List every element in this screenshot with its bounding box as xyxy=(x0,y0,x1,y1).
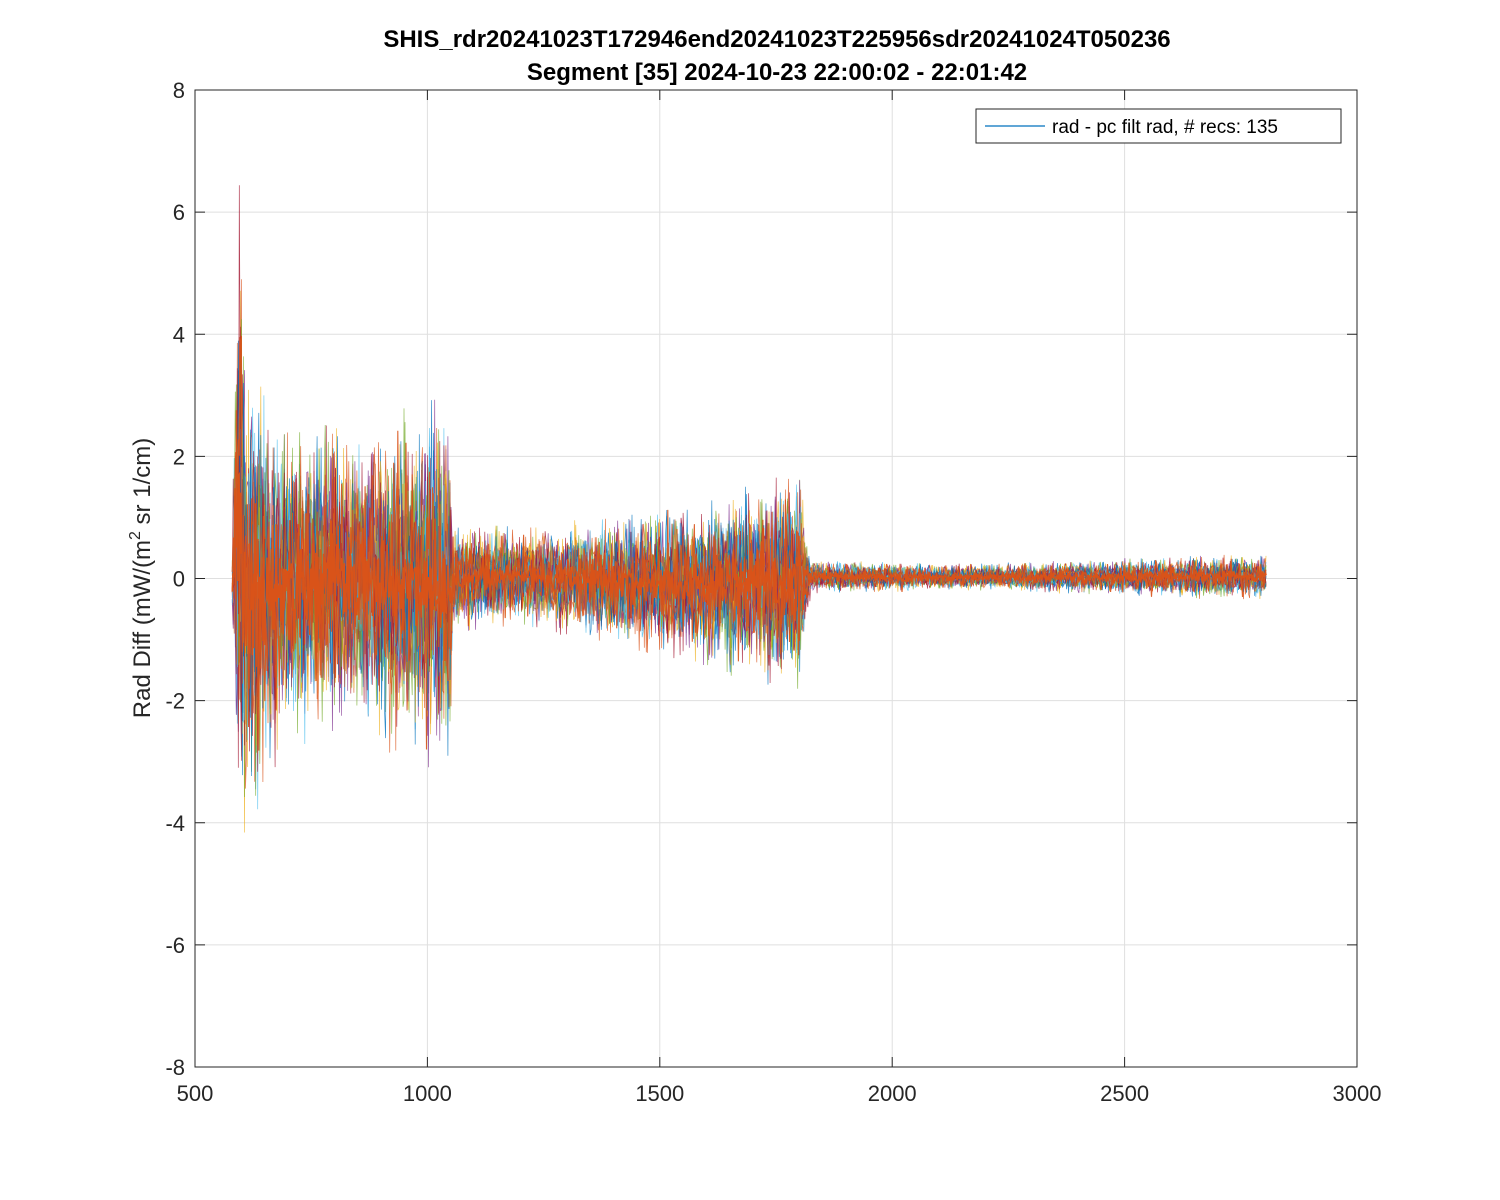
series-group xyxy=(231,185,1267,833)
y-axis-label-superscript: 2 xyxy=(127,531,144,540)
series-line-core xyxy=(231,471,1267,656)
y-tick-label-5: 2 xyxy=(173,444,185,469)
x-tick-label-0: 500 xyxy=(177,1081,214,1106)
x-tick-label-5: 3000 xyxy=(1333,1081,1382,1106)
y-tick-label-8: 8 xyxy=(173,78,185,103)
y-tick-label-7: 6 xyxy=(173,200,185,225)
y-axis-label-tail: sr 1/cm) xyxy=(129,438,156,531)
y-tick-label-3: -2 xyxy=(165,689,185,714)
y-tick-label-2: -4 xyxy=(165,811,185,836)
x-tick-labels: 500 1000 1500 2000 2500 3000 xyxy=(177,1081,1382,1106)
y-axis-label: Rad Diff (mW/(m2 sr 1/cm) xyxy=(127,438,156,718)
legend-entry: rad - pc filt rad, # recs: 135 xyxy=(1052,117,1278,138)
legend: rad - pc filt rad, # recs: 135 xyxy=(975,108,1342,144)
y-tick-labels: -8 -6 -4 -2 0 2 4 6 8 xyxy=(165,78,185,1080)
y-axis-label-main: Rad Diff (mW/(m xyxy=(129,540,156,718)
x-tick-label-3: 2000 xyxy=(868,1081,917,1106)
y-tick-label-1: -6 xyxy=(165,933,185,958)
series-line-21 xyxy=(231,185,1267,772)
x-tick-label-2: 1500 xyxy=(635,1081,684,1106)
chart-title: SHIS_rdr20241023T172946end20241023T22595… xyxy=(383,26,1170,53)
y-tick-label-4: 0 xyxy=(173,567,185,592)
tick-marks xyxy=(194,89,1358,1068)
x-tick-label-4: 2500 xyxy=(1100,1081,1149,1106)
chart-subtitle: Segment [35] 2024-10-23 22:00:02 - 22:01… xyxy=(527,59,1027,86)
y-tick-label-0: -8 xyxy=(165,1055,185,1080)
y-tick-label-6: 4 xyxy=(173,322,185,347)
x-tick-label-1: 1000 xyxy=(403,1081,452,1106)
